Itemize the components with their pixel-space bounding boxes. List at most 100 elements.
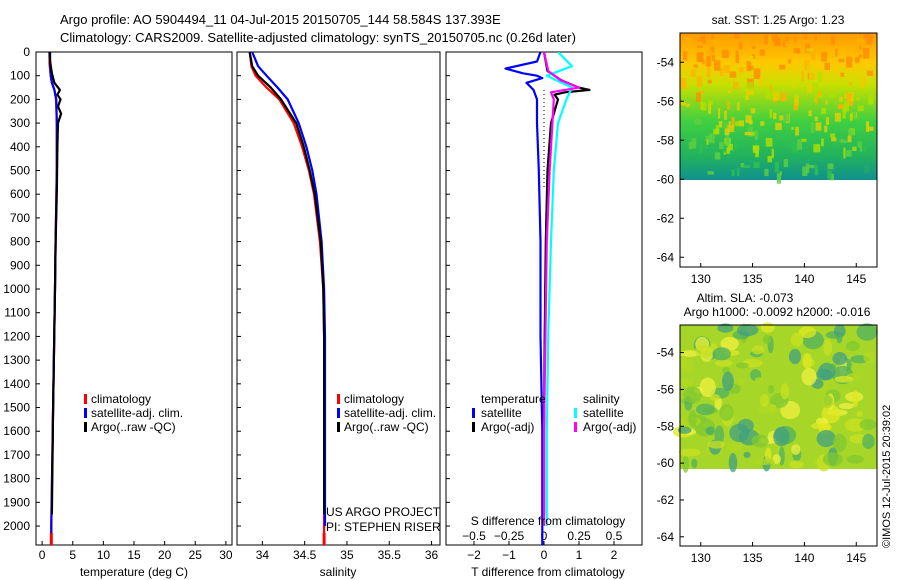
lat-tick-label: -60 [657, 456, 675, 470]
depth-tick-label: 300 [10, 116, 30, 130]
sst-texture-cell [752, 45, 756, 49]
series-line-satellite-s- [545, 52, 574, 526]
sst-texture-cell [855, 96, 860, 101]
sst-texture-cell [806, 62, 811, 72]
sst-texture-cell [760, 121, 765, 126]
sst-texture-cell [829, 173, 834, 181]
legend-climatology-swatch [337, 394, 340, 404]
sst-texture-cell [843, 147, 846, 159]
x-tick-label: 25 [189, 548, 203, 562]
project-line1: US ARGO PROJECT [326, 505, 441, 519]
sst-texture-cell [753, 161, 760, 168]
sst-texture-cell [764, 34, 769, 45]
depth-tick-label: 1100 [4, 306, 30, 320]
sst-texture-cell [863, 146, 867, 152]
sla-texture-blob [728, 452, 738, 473]
x-tick-label: 0 [39, 548, 46, 562]
sst-texture-cell [831, 137, 837, 142]
x-tick-label: 5 [69, 548, 76, 562]
sst-texture-cell [863, 34, 869, 40]
sla-texture-blob [705, 427, 715, 435]
legend-temp-header: temperature [481, 392, 546, 406]
sst-texture-cell [775, 122, 782, 131]
sst-texture-cell [725, 135, 730, 146]
sst-texture-cell [852, 109, 856, 117]
sst-texture-cell [788, 59, 792, 64]
sst-texture-cell [703, 145, 708, 149]
lon-tick-label: 135 [743, 272, 763, 286]
sst-texture-cell [833, 138, 841, 142]
depth-tick-label: 200 [10, 92, 30, 106]
sst-texture-cell [846, 56, 853, 68]
sst-texture-cell [719, 142, 724, 150]
sla-texture-blob [823, 338, 833, 356]
sla-texture-blob [737, 378, 746, 385]
sst-texture-cell [724, 110, 727, 120]
sla-texture-blob [856, 410, 864, 417]
sst-texture-cell [745, 115, 752, 123]
sst-texture-cell [832, 141, 838, 146]
sst-texture-cell [797, 139, 803, 150]
sst-texture-cell [731, 169, 735, 177]
sst-texture-cell [802, 166, 808, 177]
sst-texture-cell [704, 136, 707, 144]
sla-texture-blob [798, 326, 817, 338]
sst-texture-cell [829, 93, 836, 98]
x-top-tick-label: 0.25 [567, 529, 591, 543]
legend-s-argo-label: Argo(-adj) [583, 420, 636, 434]
sst-texture-cell [759, 49, 765, 56]
sst-texture-cell [842, 107, 846, 119]
sla-texture-blob [751, 345, 765, 355]
sst-texture-cell [733, 33, 740, 39]
sla-texture-blob [780, 383, 790, 400]
sla-map: Altim. SLA: -0.073 Argo h1000: -0.0092 h… [657, 291, 878, 565]
sst-texture-cell [800, 138, 807, 142]
sst-texture-cell [724, 128, 730, 136]
sst-texture-cell [706, 139, 709, 145]
legend-satellite-label: satellite-adj. clim. [344, 406, 436, 420]
series-line-argo-raw-qc- [48, 52, 63, 515]
sst-texture-cell [815, 122, 822, 131]
sst-texture-cell [774, 161, 780, 173]
lat-tick-label: -62 [657, 211, 675, 225]
sst-texture-cell [776, 44, 782, 51]
sst-texture-cell [854, 56, 860, 64]
sst-texture-cell [769, 84, 772, 91]
sst-texture-cell [865, 121, 870, 133]
sla-texture-blob [679, 378, 695, 387]
legend-t-argo-swatch [472, 422, 475, 432]
sla-texture-blob [802, 353, 812, 369]
sla-texture-blob [768, 384, 775, 394]
sst-texture-cell [693, 64, 699, 68]
sst-texture-cell [710, 46, 715, 54]
sst-texture-cell [701, 102, 707, 111]
sst-texture-cell [754, 130, 759, 142]
legend-argo-swatch [337, 422, 340, 432]
sla-texture-blob [822, 452, 843, 467]
sst-texture-cell [727, 101, 730, 110]
sst-texture-cell [852, 146, 857, 151]
sst-texture-cell [727, 90, 732, 94]
sst-map: sat. SST: 1.25 Argo: 1.23 -54 -56 -58 -60 -6… [657, 13, 878, 286]
depth-tick-label: 1700 [3, 448, 30, 462]
sst-texture-cell [859, 45, 862, 50]
x-tick-label: −1 [502, 548, 516, 562]
sst-texture-cell [813, 144, 821, 153]
sst-texture-cell [696, 92, 701, 102]
sla-texture-blob [714, 425, 725, 445]
depth-tick-label: 500 [10, 164, 30, 178]
legend-climatology-label: climatology [344, 392, 404, 406]
x-tick-label: 35 [340, 548, 354, 562]
sst-texture-cell [847, 129, 855, 136]
sst-texture-cell [682, 51, 688, 61]
sst-texture-cell [735, 167, 738, 174]
sst-texture-cell [735, 55, 739, 64]
sst-texture-cell [735, 50, 739, 57]
sst-texture-cell [721, 49, 729, 59]
lon-tick-label: 145 [846, 272, 866, 286]
sla-texture-blob [790, 332, 804, 347]
sst-texture-cell [705, 135, 713, 142]
sst-texture-cell [860, 79, 865, 89]
sla-texture-blob [832, 433, 847, 453]
